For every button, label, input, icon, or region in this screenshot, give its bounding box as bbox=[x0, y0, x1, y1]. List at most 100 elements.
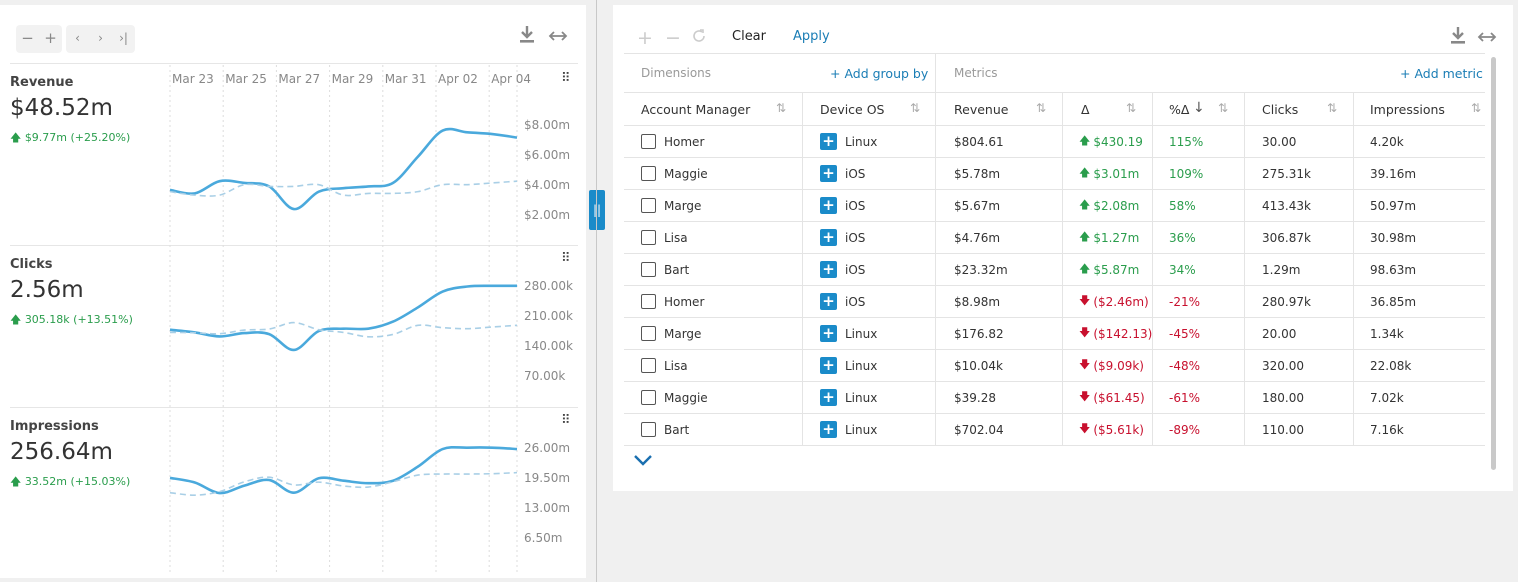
zoom-in-button[interactable]: + bbox=[44, 29, 57, 47]
revenue-cell: $39.28 bbox=[954, 390, 996, 405]
sort-icon[interactable]: ⇅ bbox=[1036, 101, 1047, 115]
table-row[interactable]: Marge + Linux $176.82 🡇 ($142.13) -45% 20.… bbox=[624, 318, 1485, 350]
table-row[interactable]: Maggie + iOS $5.78m 🡅 $3.01m 109% 275.31k … bbox=[624, 158, 1485, 190]
row-checkbox[interactable] bbox=[641, 166, 656, 181]
table-row[interactable]: Homer + Linux $804.61 🡅 $430.19 115% 30.00… bbox=[624, 126, 1485, 158]
revenue-cell: $10.04k bbox=[954, 358, 1003, 373]
expand-plus-icon[interactable]: + bbox=[820, 325, 837, 342]
previous-button[interactable]: ‹ bbox=[75, 31, 80, 45]
table-row[interactable]: Maggie + Linux $39.28 🡇 ($61.45) -61% 180.… bbox=[624, 382, 1485, 414]
column-header-revenue[interactable]: Revenue bbox=[954, 101, 1009, 117]
expand-plus-icon[interactable]: + bbox=[820, 357, 837, 374]
expand-plus-icon[interactable]: + bbox=[820, 197, 837, 214]
delta-value: $1.27m bbox=[1093, 230, 1140, 245]
expand-plus-icon[interactable]: + bbox=[820, 229, 837, 246]
add-metric-button[interactable]: + Add metric bbox=[1400, 65, 1483, 81]
add-group-by-button[interactable]: + Add group by bbox=[830, 65, 929, 81]
panel-resize-handle[interactable]: || bbox=[589, 190, 605, 230]
table-panel: + − Clear Apply Dimensions + Add group b… bbox=[613, 5, 1513, 491]
chevron-down-icon[interactable] bbox=[633, 450, 653, 471]
apply-button[interactable]: Apply bbox=[793, 29, 830, 44]
sort-icon[interactable]: ⇅ bbox=[1126, 101, 1137, 115]
delta-value: $5.87m bbox=[1093, 262, 1140, 277]
table-row[interactable]: Marge + iOS $5.67m 🡅 $2.08m 58% 413.43k 50… bbox=[624, 190, 1485, 222]
device-os-cell: iOS bbox=[845, 262, 866, 277]
percent-delta-cell: -48% bbox=[1169, 358, 1201, 373]
sort-descending-icon[interactable]: ↓ bbox=[1193, 100, 1205, 116]
column-header-account-manager[interactable]: Account Manager bbox=[641, 101, 751, 117]
last-button[interactable]: ›| bbox=[119, 31, 128, 45]
device-os-cell: iOS bbox=[845, 230, 866, 245]
account-manager-cell: Maggie bbox=[664, 390, 708, 405]
row-checkbox[interactable] bbox=[641, 326, 656, 341]
revenue-delta: 🡅 $9.77m (+25.20%) bbox=[10, 131, 131, 144]
impressions-cell: 30.98m bbox=[1370, 230, 1417, 245]
zoom-out-button[interactable]: − bbox=[21, 29, 34, 47]
row-checkbox[interactable] bbox=[641, 294, 656, 309]
device-os-cell: Linux bbox=[845, 390, 878, 405]
drag-handle-icon[interactable]: ⠿ bbox=[561, 71, 570, 86]
row-checkbox[interactable] bbox=[641, 422, 656, 437]
device-os-cell: iOS bbox=[845, 198, 866, 213]
drag-handle-icon[interactable]: ⠿ bbox=[561, 413, 570, 428]
clear-button[interactable]: Clear bbox=[732, 29, 766, 44]
table-header-row: Account Manager ⇅ Device OS ⇅ Revenue ⇅ … bbox=[624, 93, 1485, 126]
expand-plus-icon[interactable]: + bbox=[820, 165, 837, 182]
expand-horizontal-icon[interactable] bbox=[1477, 29, 1497, 48]
row-checkbox[interactable] bbox=[641, 262, 656, 277]
table-row[interactable]: Lisa + iOS $4.76m 🡅 $1.27m 36% 306.87k 30.… bbox=[624, 222, 1485, 254]
add-button[interactable]: + bbox=[637, 27, 653, 49]
refresh-icon[interactable] bbox=[690, 27, 708, 49]
remove-button[interactable]: − bbox=[665, 27, 681, 49]
vertical-scrollbar[interactable] bbox=[1491, 57, 1496, 470]
expand-plus-icon[interactable]: + bbox=[820, 389, 837, 406]
device-os-cell: iOS bbox=[845, 166, 866, 181]
delta-value: $3.01m bbox=[1093, 166, 1140, 181]
expand-plus-icon[interactable]: + bbox=[820, 421, 837, 438]
next-button[interactable]: › bbox=[98, 31, 103, 45]
table-row[interactable]: Bart + iOS $23.32m 🡅 $5.87m 34% 1.29m 98.6… bbox=[624, 254, 1485, 286]
impressions-delta-text: 33.52m (+15.03%) bbox=[24, 475, 131, 488]
column-header-impressions[interactable]: Impressions bbox=[1370, 101, 1445, 117]
y-tick-label: 26.00m bbox=[524, 441, 570, 455]
table-row[interactable]: Bart + Linux $702.04 🡇 ($5.61k) -89% 110.0… bbox=[624, 414, 1485, 446]
arrow-up-icon: 🡅 bbox=[1079, 230, 1091, 243]
delta-value: $430.19 bbox=[1093, 134, 1143, 149]
expand-horizontal-icon[interactable] bbox=[548, 27, 568, 48]
y-tick-label: 13.00m bbox=[524, 501, 570, 515]
expand-plus-icon[interactable]: + bbox=[820, 293, 837, 310]
table-row[interactable]: Homer + iOS $8.98m 🡇 ($2.46m) -21% 280.97k… bbox=[624, 286, 1485, 318]
clicks-cell: 413.43k bbox=[1262, 198, 1311, 213]
delta-cell: 🡅 $2.08m bbox=[1079, 190, 1139, 221]
column-header-delta[interactable]: Δ bbox=[1081, 101, 1090, 117]
table-row[interactable]: Lisa + Linux $10.04k 🡇 ($9.09k) -48% 320.0… bbox=[624, 350, 1485, 382]
clicks-cell: 275.31k bbox=[1262, 166, 1311, 181]
download-icon[interactable] bbox=[518, 25, 536, 50]
drag-handle-icon[interactable]: ⠿ bbox=[561, 251, 570, 266]
clicks-title: Clicks bbox=[10, 257, 53, 272]
clicks-delta-text: 305.18k (+13.51%) bbox=[24, 313, 133, 326]
row-checkbox[interactable] bbox=[641, 230, 656, 245]
metrics-label: Metrics bbox=[954, 66, 998, 80]
impressions-title: Impressions bbox=[10, 419, 99, 434]
sort-icon[interactable]: ⇅ bbox=[776, 101, 787, 115]
impressions-cell: 22.08k bbox=[1370, 358, 1412, 373]
column-header-clicks[interactable]: Clicks bbox=[1262, 101, 1299, 117]
row-checkbox[interactable] bbox=[641, 134, 656, 149]
expand-plus-icon[interactable]: + bbox=[820, 261, 837, 278]
account-manager-cell: Lisa bbox=[664, 230, 688, 245]
expand-plus-icon[interactable]: + bbox=[820, 133, 837, 150]
sort-icon[interactable]: ⇅ bbox=[1471, 101, 1482, 115]
column-header-device-os[interactable]: Device OS bbox=[820, 101, 885, 117]
arrow-down-icon: 🡇 bbox=[1079, 390, 1091, 403]
sort-icon[interactable]: ⇅ bbox=[1327, 101, 1338, 115]
row-checkbox[interactable] bbox=[641, 390, 656, 405]
column-header-percent-delta[interactable]: %Δ bbox=[1169, 101, 1190, 117]
sort-icon[interactable]: ⇅ bbox=[1218, 101, 1229, 115]
download-icon[interactable] bbox=[1449, 26, 1467, 50]
row-checkbox[interactable] bbox=[641, 358, 656, 373]
row-checkbox[interactable] bbox=[641, 198, 656, 213]
sort-icon[interactable]: ⇅ bbox=[910, 101, 921, 115]
device-os-cell: Linux bbox=[845, 134, 878, 149]
x-tick-label: Mar 27 bbox=[278, 72, 320, 86]
